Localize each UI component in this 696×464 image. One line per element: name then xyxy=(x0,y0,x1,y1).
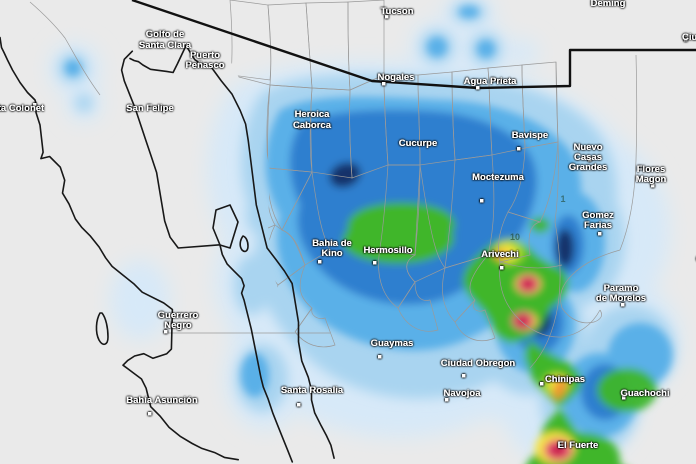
svg-text:Deming: Deming xyxy=(591,0,626,9)
svg-text:Golfo de: Golfo de xyxy=(146,29,185,40)
svg-text:Agua Prieta: Agua Prieta xyxy=(464,76,518,87)
svg-text:Ciudad Obregon: Ciudad Obregon xyxy=(441,358,516,369)
svg-text:Heroica: Heroica xyxy=(295,109,331,120)
svg-text:Bahía Asunción: Bahía Asunción xyxy=(126,395,198,406)
svg-text:1: 1 xyxy=(560,194,565,204)
svg-text:Caborca: Caborca xyxy=(293,120,332,131)
svg-text:Ciudad J: Ciudad J xyxy=(682,32,696,43)
svg-text:Peñasco: Peñasco xyxy=(185,60,224,71)
svg-text:Kino: Kino xyxy=(321,248,342,259)
svg-text:Chinipas: Chinipas xyxy=(545,374,585,385)
svg-text:Arivechi: Arivechi xyxy=(481,249,519,260)
svg-text:10: 10 xyxy=(510,232,520,242)
svg-text:Farias: Farias xyxy=(584,220,612,231)
svg-text:Nogales: Nogales xyxy=(378,72,415,83)
svg-text:Magon: Magon xyxy=(636,174,667,185)
svg-text:Guaymas: Guaymas xyxy=(371,338,414,349)
svg-text:Hermosillo: Hermosillo xyxy=(363,245,412,256)
svg-text:Guachochi: Guachochi xyxy=(620,388,669,399)
svg-text:Navojoa: Navojoa xyxy=(444,388,482,399)
svg-text:Grandes: Grandes xyxy=(569,162,608,173)
svg-text:Santa Rosalia: Santa Rosalia xyxy=(281,385,344,396)
svg-text:de Morelos: de Morelos xyxy=(596,293,646,304)
svg-text:Negro: Negro xyxy=(164,320,192,331)
svg-text:El Fuerte: El Fuerte xyxy=(558,440,599,451)
svg-text:Punta Colonet: Punta Colonet xyxy=(0,103,45,114)
svg-text:Moctezuma: Moctezuma xyxy=(472,172,524,183)
svg-text:Cucurpe: Cucurpe xyxy=(399,138,438,149)
svg-text:Bavispe: Bavispe xyxy=(512,130,548,141)
svg-text:Santa Clara: Santa Clara xyxy=(139,40,192,51)
svg-text:Tucson: Tucson xyxy=(380,6,413,17)
svg-text:San Felipe: San Felipe xyxy=(126,103,174,114)
